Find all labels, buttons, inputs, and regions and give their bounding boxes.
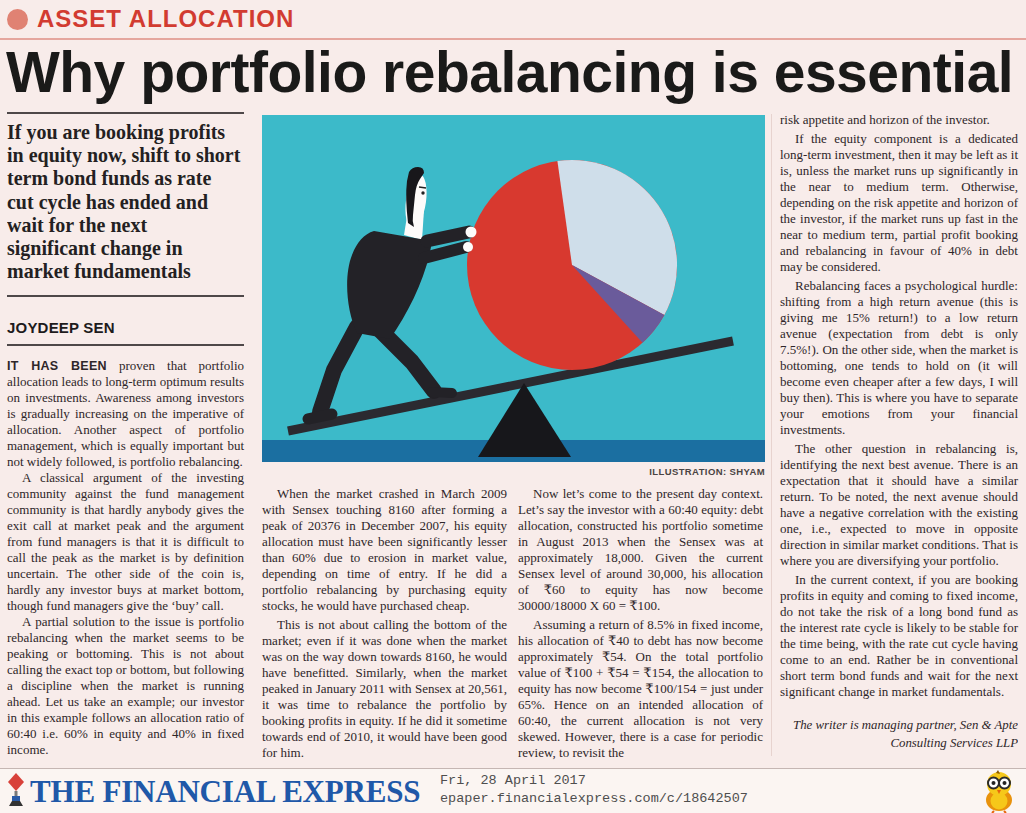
pie-chart <box>467 160 677 370</box>
body-paragraph: A partial solution to the issue is portf… <box>7 614 244 758</box>
edition-meta: Fri, 28 April 2017 epaper.financialexpre… <box>440 772 748 808</box>
divider <box>7 295 244 297</box>
body-paragraph: Rebalancing faces a psychological hurdle… <box>780 278 1018 438</box>
body-paragraph: risk appetite and horizon of the investo… <box>780 112 1018 128</box>
divider <box>7 112 244 114</box>
section-kicker-label: ASSET ALLOCATION <box>37 5 294 33</box>
masthead-title: THE FINANCIAL EXPRESS <box>30 774 420 810</box>
body-paragraph: A classical argument of the investing co… <box>7 470 244 614</box>
lead-in: IT HAS BEEN <box>7 359 107 373</box>
newspaper-page: ASSET ALLOCATION Why portfolio rebalanci… <box>0 0 1026 813</box>
body-paragraph: Assuming a return of 8.5% in fixed incom… <box>518 617 763 761</box>
illustration-credit: ILLUSTRATION: SHYAM <box>510 466 765 477</box>
writer-credit: The writer is managing partner, Sen & Ap… <box>792 716 1018 752</box>
column-3: Now let’s come to the present day contex… <box>518 486 763 761</box>
column-4: risk appetite and horizon of the investo… <box>780 112 1018 752</box>
masthead-logo-icon <box>7 773 25 811</box>
edition-date: Fri, 28 April 2017 <box>440 773 586 788</box>
body-paragraph: Now let’s come to the present day contex… <box>518 486 763 614</box>
column-divider <box>771 114 772 756</box>
body-paragraph: If the equity component is a dedicated l… <box>780 131 1018 275</box>
standfirst: If you are booking profits in equity now… <box>7 121 245 283</box>
rebalancing-illustration <box>262 115 765 462</box>
body-paragraph: In the current context, if you are booki… <box>780 572 1018 700</box>
divider <box>7 344 244 346</box>
column-1: If you are booking profits in equity now… <box>7 112 244 758</box>
epaper-url: epaper.financialexpress.com/c/18642507 <box>440 791 748 806</box>
body-paragraph: The other question in rebalancing is, id… <box>780 441 1018 569</box>
body-paragraph: This is not about calling the bottom of … <box>262 617 507 761</box>
bullet-icon <box>7 9 28 30</box>
page-footer: THE FINANCIAL EXPRESS Fri, 28 April 2017… <box>0 768 1026 813</box>
byline: JOYDEEP SEN <box>7 319 244 336</box>
column-2: When the market crashed in March 2009 wi… <box>262 486 507 761</box>
body-paragraph: When the market crashed in March 2009 wi… <box>262 486 507 614</box>
owl-mascot-icon <box>976 770 1022 813</box>
article-headline: Why portfolio rebalancing is essential <box>6 42 1013 102</box>
paragraph-text: proven that portfolio allocation leads t… <box>7 358 244 469</box>
body-paragraph: IT HAS BEEN proven that portfolio alloca… <box>7 358 244 470</box>
section-kicker: ASSET ALLOCATION <box>7 5 294 33</box>
